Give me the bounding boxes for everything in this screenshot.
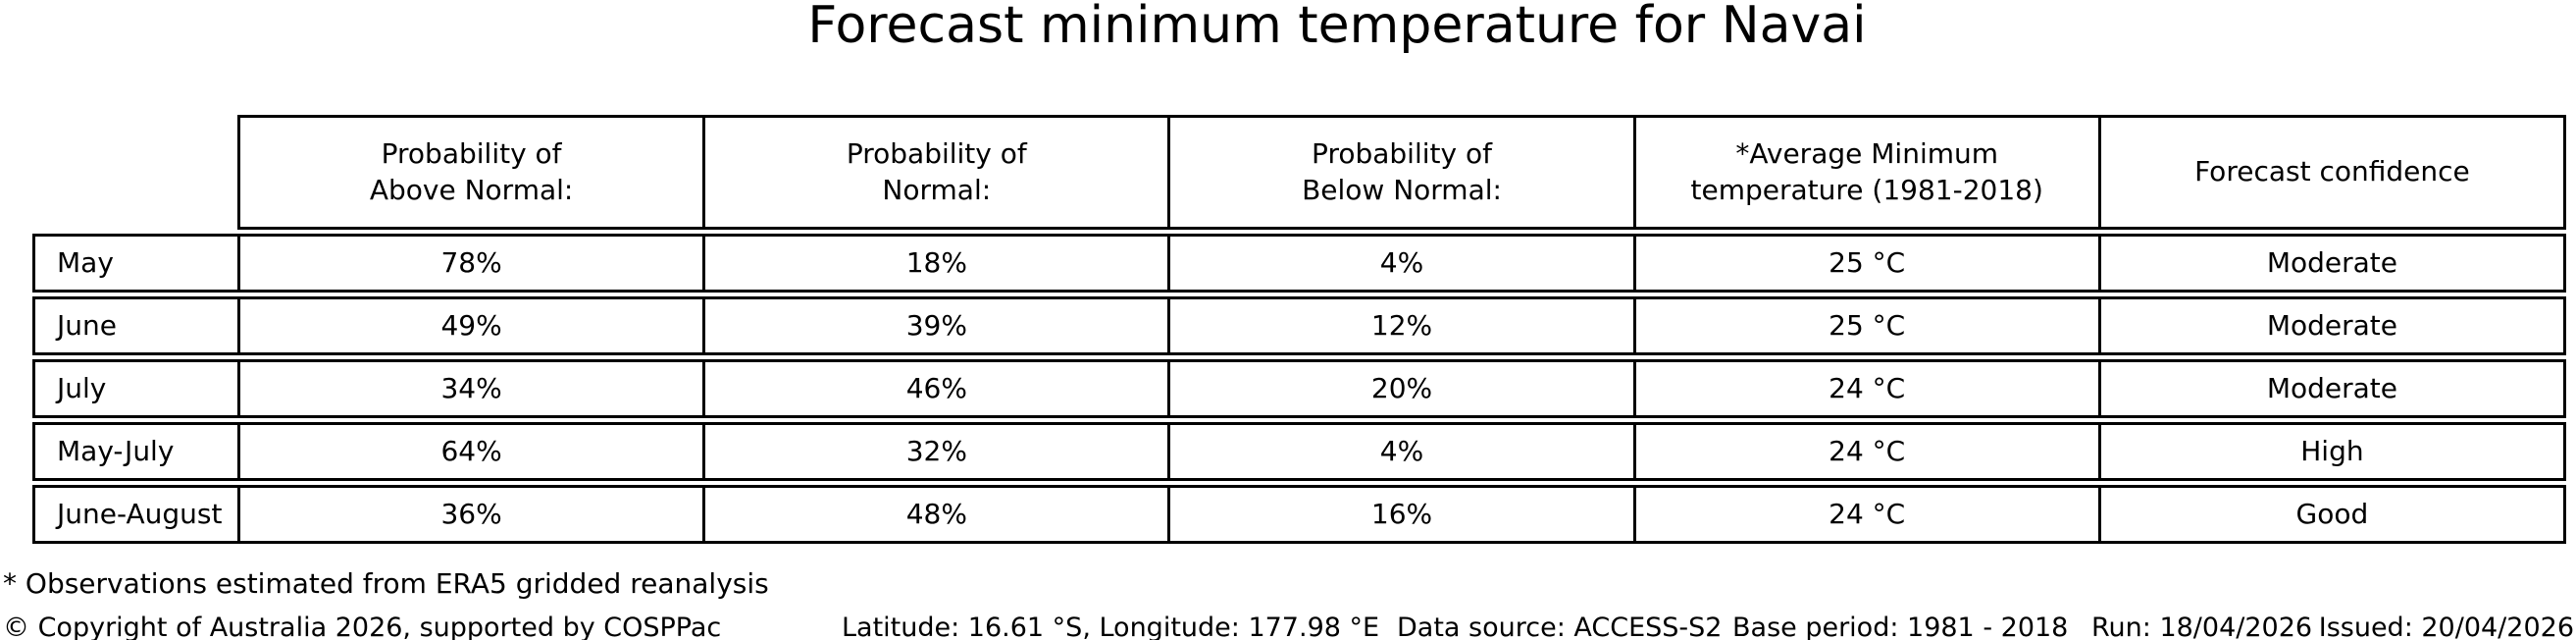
cell-normal: 32% — [702, 422, 1171, 481]
cell-confidence: Moderate — [2097, 296, 2567, 355]
column-header-below-normal: Probability of Below Normal: — [1167, 115, 1636, 230]
header-row: Probability of Above Normal: Probability… — [32, 115, 2567, 230]
cell-normal: 39% — [702, 296, 1171, 355]
copyright-text: © Copyright of Australia 2026, supported… — [3, 613, 722, 640]
cell-confidence: Good — [2097, 485, 2567, 544]
row-label: June-August — [32, 485, 240, 544]
data-source-text: Data source: ACCESS-S2 — [1397, 613, 1723, 640]
cell-avg-min-temp: 24 °C — [1632, 485, 2101, 544]
coordinates-text: Latitude: 16.61 °S, Longitude: 177.98 °E — [842, 613, 1380, 640]
footnote: * Observations estimated from ERA5 gridd… — [3, 567, 769, 600]
cell-avg-min-temp: 25 °C — [1632, 234, 2101, 293]
row-label: May — [32, 234, 240, 293]
cell-below-normal: 20% — [1167, 359, 1636, 418]
cell-avg-min-temp: 25 °C — [1632, 296, 2101, 355]
column-header-avg-min-temp: *Average Minimum temperature (1981-2018) — [1632, 115, 2101, 230]
cell-above-normal: 49% — [237, 296, 706, 355]
cell-above-normal: 78% — [237, 234, 706, 293]
cell-below-normal: 4% — [1167, 234, 1636, 293]
cell-confidence: Moderate — [2097, 234, 2567, 293]
row-label: June — [32, 296, 240, 355]
cell-above-normal: 34% — [237, 359, 706, 418]
cell-above-normal: 36% — [237, 485, 706, 544]
page-title: Forecast minimum temperature for Navai — [807, 0, 1867, 55]
table-row: June-August 36% 48% 16% 24 °C Good — [32, 485, 2567, 544]
row-label: July — [32, 359, 240, 418]
cell-normal: 46% — [702, 359, 1171, 418]
cell-avg-min-temp: 24 °C — [1632, 359, 2101, 418]
cell-below-normal: 12% — [1167, 296, 1636, 355]
cell-normal: 48% — [702, 485, 1171, 544]
cell-normal: 18% — [702, 234, 1171, 293]
cell-avg-min-temp: 24 °C — [1632, 422, 2101, 481]
column-header-forecast-confidence: Forecast confidence — [2097, 115, 2567, 230]
run-date-text: Run: 18/04/2026 — [2091, 613, 2313, 640]
issue-date-text: Issued: 20/04/2026 — [2318, 613, 2574, 640]
table-row: June 49% 39% 12% 25 °C Moderate — [32, 296, 2567, 355]
header-corner-spacer — [32, 115, 240, 230]
cell-below-normal: 4% — [1167, 422, 1636, 481]
cell-below-normal: 16% — [1167, 485, 1636, 544]
table-row: May-July 64% 32% 4% 24 °C High — [32, 422, 2567, 481]
column-header-above-normal: Probability of Above Normal: — [237, 115, 706, 230]
forecast-table: Probability of Above Normal: Probability… — [32, 115, 2567, 544]
cell-confidence: High — [2097, 422, 2567, 481]
column-header-normal: Probability of Normal: — [702, 115, 1171, 230]
cell-above-normal: 64% — [237, 422, 706, 481]
table-row: July 34% 46% 20% 24 °C Moderate — [32, 359, 2567, 418]
base-period-text: Base period: 1981 - 2018 — [1732, 613, 2069, 640]
table-row: May 78% 18% 4% 25 °C Moderate — [32, 234, 2567, 293]
cell-confidence: Moderate — [2097, 359, 2567, 418]
row-label: May-July — [32, 422, 240, 481]
